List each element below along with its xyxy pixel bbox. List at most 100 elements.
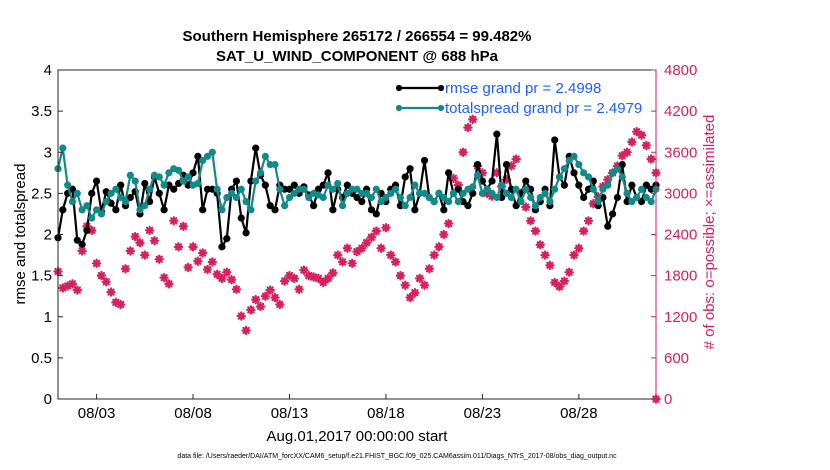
obs-assimilated-point bbox=[578, 226, 589, 236]
legend-totalspread-marker bbox=[395, 104, 403, 112]
spread-point bbox=[174, 166, 183, 174]
obs-assimilated-point bbox=[222, 267, 232, 277]
spread-point bbox=[449, 189, 458, 197]
spread-point bbox=[507, 193, 515, 202]
rmse-point bbox=[155, 189, 163, 197]
obs-assimilated-point bbox=[414, 273, 425, 284]
rmse-point bbox=[194, 152, 202, 160]
y-tick-label-right: 3000 bbox=[664, 185, 697, 202]
spread-point bbox=[107, 189, 115, 197]
obs-assimilated-point bbox=[564, 267, 574, 277]
obs-assimilated-point bbox=[169, 216, 179, 226]
spread-point bbox=[305, 193, 313, 202]
spread-point bbox=[551, 185, 559, 193]
spread-point bbox=[425, 193, 433, 202]
rmse-point bbox=[252, 144, 260, 152]
rmse-point bbox=[309, 202, 318, 210]
obs-assimilated-point bbox=[164, 279, 174, 289]
legend-rmse-label: rmse grand pr = 2.4998 bbox=[445, 80, 601, 97]
spread-point bbox=[565, 156, 573, 165]
obs-assimilated-point bbox=[636, 130, 647, 140]
spread-point bbox=[420, 189, 429, 197]
obs-assimilated-point bbox=[559, 276, 570, 286]
obs-assimilated-point bbox=[217, 273, 227, 284]
spread-point bbox=[570, 152, 578, 160]
rmse-point bbox=[112, 206, 120, 214]
obs-assimilated-point bbox=[111, 297, 121, 308]
rmse-point bbox=[117, 181, 125, 189]
x-tick-label: 08/03 bbox=[78, 405, 116, 422]
spread-point bbox=[599, 185, 607, 193]
spread-point bbox=[285, 193, 294, 202]
y-tick-label-right: 1200 bbox=[664, 309, 697, 326]
obs-assimilated-point bbox=[251, 294, 261, 305]
spread-point bbox=[121, 198, 130, 206]
obs-assimilated-point bbox=[366, 232, 377, 242]
rmse-point bbox=[512, 202, 520, 210]
obs-assimilated-point bbox=[202, 264, 213, 275]
spread-point bbox=[488, 189, 496, 197]
rmse-point bbox=[232, 177, 241, 185]
spread-point bbox=[281, 202, 289, 210]
spread-point bbox=[411, 181, 419, 189]
spread-point bbox=[117, 193, 125, 202]
x-tick-label: 08/23 bbox=[464, 405, 502, 422]
obs-assimilated-point bbox=[357, 243, 367, 253]
data-file-footer: data file: /Users/raeder/DAI/ATM_forcXX/… bbox=[177, 453, 617, 460]
x-tick-label: 08/08 bbox=[174, 405, 212, 422]
spread-point bbox=[136, 206, 144, 214]
rmse-point bbox=[551, 136, 559, 144]
obs-assimilated-point bbox=[130, 231, 140, 242]
rmse-point bbox=[580, 193, 588, 202]
spread-point bbox=[334, 179, 342, 188]
spread-point bbox=[483, 185, 491, 193]
obs-assimilated-point bbox=[91, 258, 102, 268]
rmse-point bbox=[618, 160, 626, 169]
obs-assimilated-point bbox=[255, 301, 266, 312]
spread-point bbox=[642, 193, 650, 202]
rmse-point bbox=[223, 235, 231, 243]
spread-point bbox=[367, 193, 376, 202]
spread-point bbox=[647, 198, 655, 206]
rmse-point bbox=[261, 181, 269, 189]
obs-assimilated-point bbox=[154, 254, 164, 264]
spread-point bbox=[329, 185, 337, 193]
spread-point bbox=[112, 185, 120, 193]
spread-point bbox=[613, 165, 622, 173]
obs-assimilated-point bbox=[67, 279, 78, 289]
spread-point bbox=[560, 165, 568, 173]
y-tick-label-left: 3.5 bbox=[31, 103, 52, 120]
obs-assimilated-point bbox=[511, 154, 521, 164]
spread-point bbox=[372, 185, 380, 193]
rmse-point bbox=[78, 240, 86, 248]
chart-title-line1: Southern Hemisphere 265172 / 266554 = 99… bbox=[183, 28, 532, 45]
legend-rmse: rmse grand pr = 2.4998 bbox=[395, 80, 601, 97]
obs-assimilated-point bbox=[226, 275, 237, 285]
spread-point bbox=[406, 193, 414, 202]
legend-totalspread-marker bbox=[437, 104, 445, 112]
spread-point bbox=[555, 173, 564, 181]
spread-point bbox=[208, 148, 216, 156]
spread-point bbox=[300, 185, 308, 193]
rmse-point bbox=[343, 181, 351, 189]
spread-point bbox=[203, 152, 212, 160]
spread-point bbox=[353, 185, 361, 193]
obs-assimilated-point bbox=[144, 225, 155, 236]
rmse-point bbox=[440, 206, 448, 214]
obs-assimilated-point bbox=[115, 299, 126, 310]
y-tick-label-left: 1 bbox=[44, 309, 52, 326]
spread-point bbox=[64, 181, 72, 189]
rmse-point bbox=[642, 181, 650, 189]
rmse-point bbox=[420, 156, 429, 165]
spread-point bbox=[637, 185, 646, 193]
obs-assimilated-point bbox=[328, 268, 338, 278]
obs-assimilated-point bbox=[424, 264, 435, 274]
obs-assimilated-point bbox=[468, 114, 478, 125]
rmse-point bbox=[92, 177, 101, 185]
spread-point bbox=[78, 206, 86, 214]
spread-point bbox=[242, 198, 250, 206]
rmse-point bbox=[189, 169, 197, 177]
obs-assimilated-point bbox=[574, 243, 584, 253]
spread-point bbox=[338, 202, 347, 210]
left-axis: 0 0.5 1 1.5 2 2.5 3 3.5 4 bbox=[31, 62, 63, 408]
